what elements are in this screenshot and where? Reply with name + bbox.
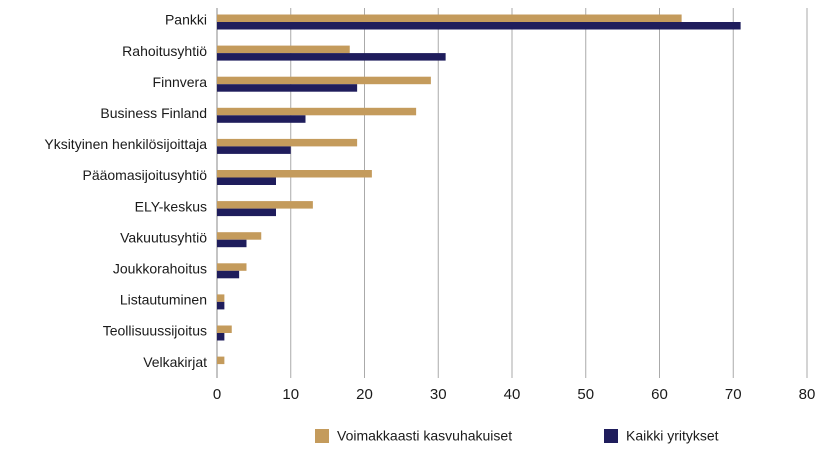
bar: [217, 333, 225, 341]
bar: [217, 45, 350, 54]
bar: [217, 53, 446, 61]
legend-swatch: [315, 429, 329, 443]
bar: [217, 325, 232, 333]
y-tick-label: Listautuminen: [120, 292, 207, 308]
y-tick-label: Rahoitusyhtiö: [122, 43, 207, 59]
bar: [217, 294, 225, 302]
y-tick-label: Pääomasijoitusyhtiö: [82, 167, 207, 183]
bar: [217, 115, 306, 123]
y-tick-label: Finnvera: [153, 74, 208, 90]
y-tick-label: Business Finland: [100, 105, 207, 121]
bar: [217, 208, 276, 217]
x-tick-label: 30: [430, 386, 447, 403]
bar: [217, 356, 225, 365]
y-tick-label: Vakuutusyhtiö: [120, 229, 207, 245]
bar: [217, 14, 682, 22]
x-tick-label: 10: [282, 386, 299, 403]
y-tick-label: Velkakirjat: [143, 354, 207, 370]
bar: [217, 138, 358, 147]
x-tick-label: 80: [799, 386, 816, 403]
legend-swatch: [604, 429, 618, 443]
x-tick-label: 20: [356, 386, 373, 403]
bar: [217, 107, 417, 116]
bar: [217, 301, 225, 310]
y-tick-label: Joukkorahoitus: [113, 261, 207, 277]
x-tick-label: 60: [651, 386, 668, 403]
y-tick-label: Pankki: [165, 12, 207, 28]
bar: [217, 270, 240, 279]
bar: [217, 146, 291, 154]
x-tick-label: 70: [725, 386, 742, 403]
y-tick-label: Yksityinen henkilösijoittaja: [44, 136, 207, 152]
bar: [217, 263, 247, 271]
bar: [217, 84, 358, 92]
x-tick-label: 0: [213, 386, 221, 403]
bar: [217, 170, 372, 178]
y-tick-label: ELY-keskus: [135, 198, 207, 214]
y-tick-label: Teollisuussijoitus: [103, 323, 207, 339]
x-tick-label: 50: [577, 386, 594, 403]
x-tick-label: 40: [504, 386, 521, 403]
bar: [217, 22, 741, 30]
bar: [217, 177, 276, 185]
legend-label: Voimakkaasti kasvuhakuiset: [337, 428, 512, 444]
bar: [217, 201, 313, 209]
bar: [217, 232, 262, 240]
bar: [217, 76, 431, 85]
legend-label: Kaikki yritykset: [626, 428, 719, 444]
bar: [217, 239, 247, 248]
